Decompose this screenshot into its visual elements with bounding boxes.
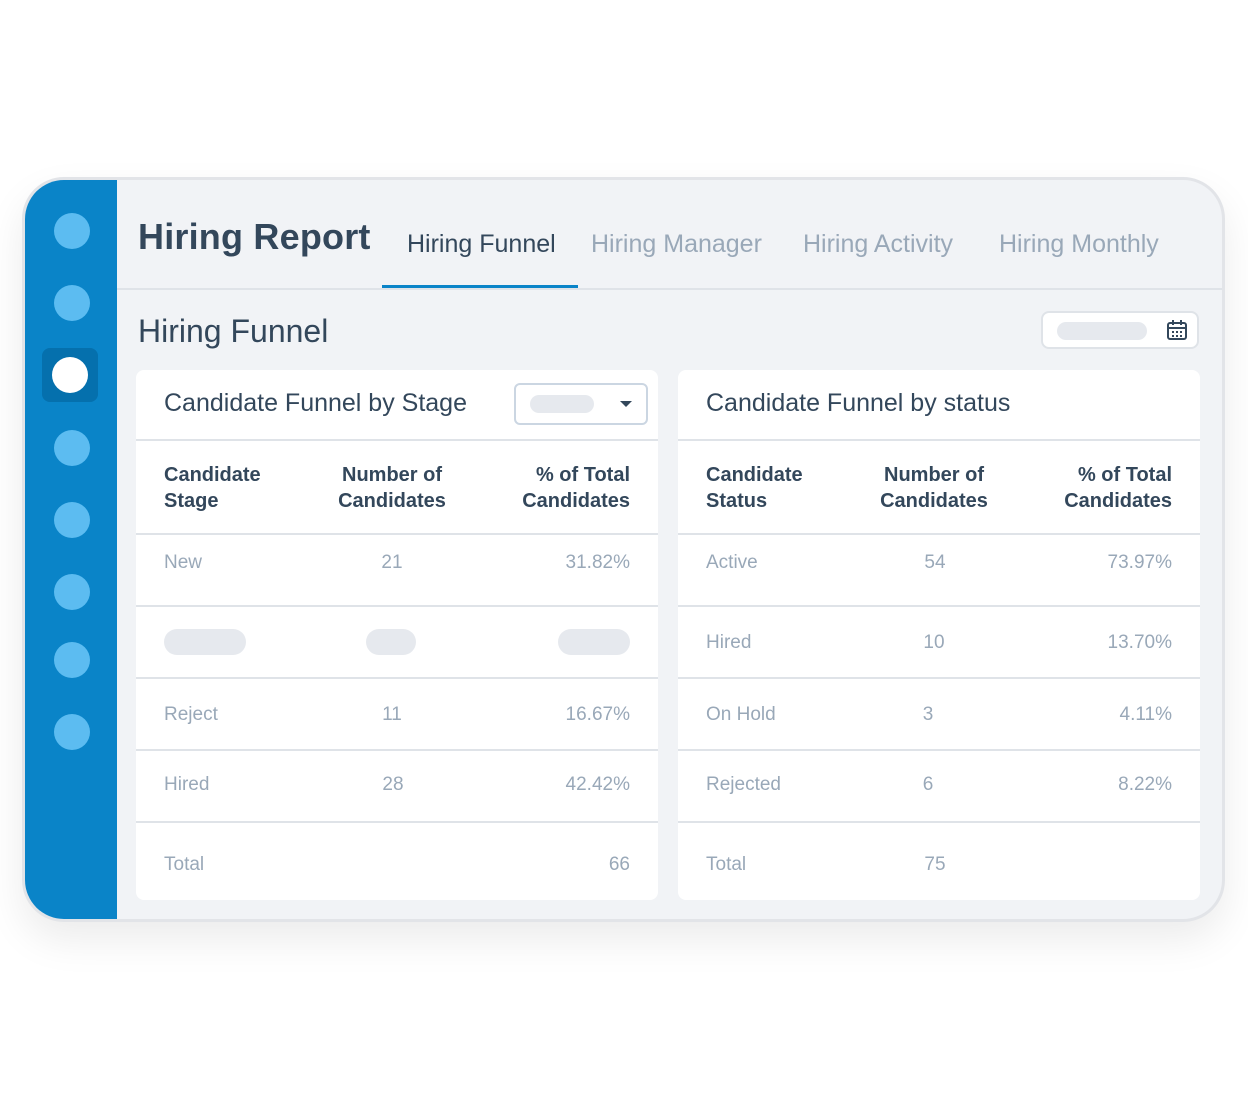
row-stage-label: Reject — [164, 704, 218, 725]
calendar-icon — [1167, 320, 1187, 340]
active-dot-icon — [52, 357, 88, 393]
chevron-down-icon — [620, 401, 632, 407]
row-stage-label: New — [164, 552, 203, 573]
sidebar-nav-item-5[interactable] — [54, 502, 90, 538]
header-line: Number of — [342, 464, 442, 486]
row-count: 11 — [382, 704, 402, 725]
divider — [136, 749, 658, 751]
date-placeholder-skeleton — [1057, 322, 1147, 340]
sidebar-nav-item-8[interactable] — [54, 714, 90, 750]
header-line: Candidate — [706, 464, 803, 486]
active-tab-indicator — [382, 285, 578, 289]
header-line: Status — [706, 490, 768, 512]
divider — [678, 821, 1200, 823]
row-status-label: Active — [706, 552, 758, 573]
total-label: Total — [164, 854, 205, 875]
row-percent: 73.97% — [1107, 552, 1172, 573]
divider — [678, 749, 1200, 751]
row-stage-label: Hired — [164, 774, 210, 795]
page-title: Hiring Report — [138, 216, 371, 257]
sidebar-nav-item-4[interactable] — [54, 430, 90, 466]
loading-skeleton-cell — [164, 629, 246, 655]
status-card-title: Candidate Funnel by status — [706, 389, 1011, 417]
divider — [678, 605, 1200, 607]
header-line: % of Total — [535, 464, 630, 486]
stage-filter-dropdown[interactable] — [514, 383, 648, 425]
total-label: Total — [706, 854, 747, 875]
date-range-picker[interactable] — [1041, 311, 1199, 349]
divider — [136, 605, 658, 607]
row-count: 21 — [381, 552, 403, 573]
app-window: Hiring Report Hiring Funnel Hiring Manag… — [22, 177, 1225, 922]
column-header-candidate-status: Candidate Status — [706, 462, 803, 514]
sidebar-nav-item-2[interactable] — [54, 285, 90, 321]
header-line: Number of — [884, 464, 984, 486]
tab-hiring-activity[interactable]: Hiring Activity — [803, 230, 954, 258]
sidebar-nav-item-3-active[interactable] — [42, 348, 98, 402]
sidebar-nav-item-1[interactable] — [54, 213, 90, 249]
divider — [678, 677, 1200, 679]
status-funnel-card: Candidate Funnel by status Candidate Sta… — [678, 370, 1200, 900]
column-header-number-of-candidates: Number of Candidates — [322, 462, 462, 514]
row-percent: 13.70% — [1107, 632, 1172, 653]
divider — [136, 677, 658, 679]
divider — [136, 821, 658, 823]
row-count: 6 — [922, 774, 934, 795]
total-value: 66 — [608, 854, 630, 875]
column-header-percent-of-total: % of Total Candidates — [1022, 462, 1172, 514]
row-count: 10 — [923, 632, 945, 653]
sidebar-nav-item-7[interactable] — [54, 642, 90, 678]
row-status-label: Hired — [706, 632, 752, 653]
row-percent: 31.82% — [565, 552, 630, 573]
header-divider — [117, 288, 1222, 290]
header-line: Candidates — [338, 490, 446, 512]
header-line: Candidate — [164, 464, 261, 486]
sidebar-nav-item-6[interactable] — [54, 574, 90, 610]
header-line: Candidates — [1064, 490, 1172, 512]
divider — [678, 533, 1200, 535]
row-status-label: Rejected — [706, 774, 781, 795]
header-line: Stage — [164, 490, 219, 512]
sidebar — [25, 180, 117, 919]
column-header-percent-of-total: % of Total Candidates — [480, 462, 630, 514]
tab-hiring-manager[interactable]: Hiring Manager — [591, 230, 762, 258]
column-header-candidate-stage: Candidate Stage — [164, 462, 261, 514]
row-percent: 16.67% — [565, 704, 630, 725]
header-line: Candidates — [880, 490, 988, 512]
header-line: % of Total — [1077, 464, 1172, 486]
column-header-number-of-candidates: Number of Candidates — [864, 462, 1004, 514]
tab-hiring-monthly[interactable]: Hiring Monthly — [999, 230, 1159, 258]
row-percent: 4.11% — [1119, 704, 1172, 725]
row-count: 3 — [922, 704, 934, 725]
row-status-label: On Hold — [706, 704, 776, 725]
header-line: Candidates — [522, 490, 630, 512]
row-count: 54 — [924, 552, 946, 573]
divider — [136, 533, 658, 535]
row-percent: 42.42% — [565, 774, 630, 795]
loading-skeleton-cell — [558, 629, 630, 655]
divider — [678, 439, 1200, 441]
row-percent: 8.22% — [1118, 774, 1172, 795]
loading-skeleton-cell — [366, 629, 416, 655]
dropdown-value-skeleton — [530, 395, 594, 413]
row-count: 28 — [382, 774, 404, 795]
stage-funnel-card: Candidate Funnel by Stage Candidate Stag… — [136, 370, 658, 900]
total-value: 75 — [924, 854, 946, 875]
stage-card-title: Candidate Funnel by Stage — [164, 389, 467, 417]
tab-hiring-funnel[interactable]: Hiring Funnel — [407, 230, 556, 258]
section-title: Hiring Funnel — [138, 313, 329, 349]
divider — [136, 439, 658, 441]
